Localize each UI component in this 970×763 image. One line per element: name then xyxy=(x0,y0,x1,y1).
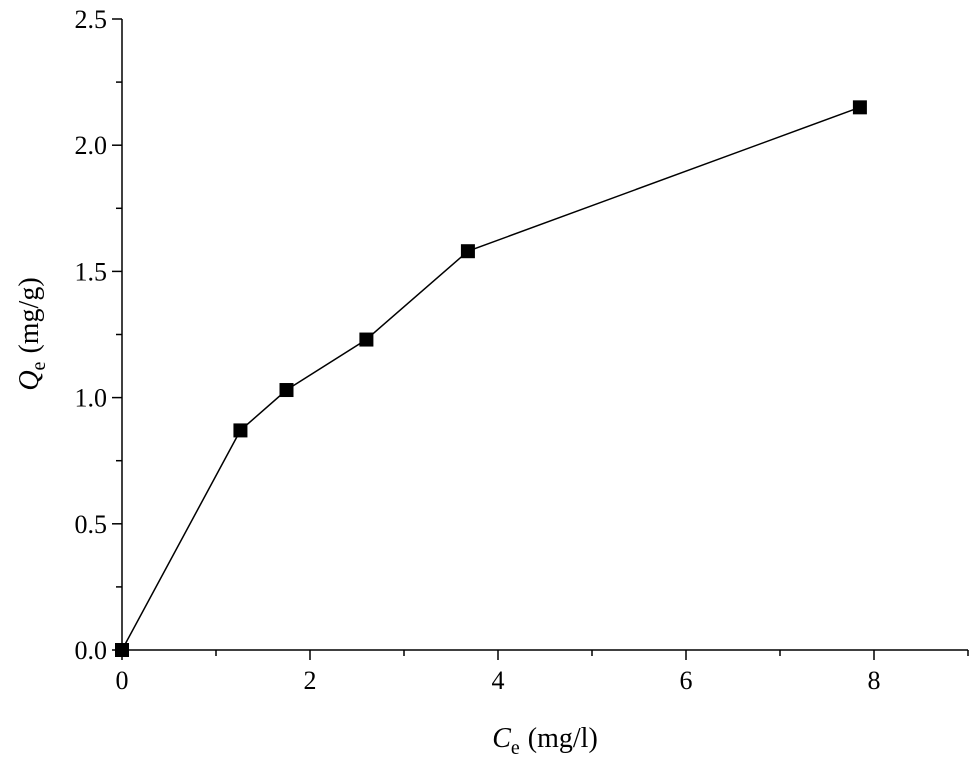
series-line xyxy=(121,106,861,651)
y-axis-title: Qe (mg/g) xyxy=(14,277,50,390)
data-point xyxy=(852,100,867,115)
x-tick-label: 0 xyxy=(116,666,129,695)
series xyxy=(115,100,867,657)
data-point xyxy=(460,244,475,259)
y-tick-label: 2.0 xyxy=(75,131,108,160)
x-axis-title: Ce (mg/l) xyxy=(492,723,598,759)
y-tick-label: 1.5 xyxy=(75,257,108,286)
data-point xyxy=(279,383,294,398)
x-axis-subscript: e xyxy=(511,737,520,759)
x-axis-unit: (mg/l) xyxy=(528,723,598,754)
data-point xyxy=(115,643,129,657)
x-tick-label: 6 xyxy=(680,666,693,695)
y-tick-label: 1.0 xyxy=(75,384,108,413)
data-point xyxy=(359,332,374,347)
y-axis-symbol: Q xyxy=(14,370,45,390)
y-tick-label: 0.5 xyxy=(75,510,108,539)
tick-labels: 0 2 4 6 8 0.0 0.5 1.0 1.5 2.0 2.5 xyxy=(75,5,881,695)
y-axis-unit: (mg/g) xyxy=(14,277,45,353)
y-tick-label: 0.0 xyxy=(75,636,108,665)
x-tick-label: 4 xyxy=(492,666,505,695)
x-axis-symbol: C xyxy=(492,723,511,754)
y-tick-label: 2.5 xyxy=(75,5,108,34)
x-tick-label: 2 xyxy=(304,666,317,695)
data-point xyxy=(233,423,248,438)
y-axis-subscript: e xyxy=(28,361,50,370)
x-tick-label: 8 xyxy=(868,666,881,695)
